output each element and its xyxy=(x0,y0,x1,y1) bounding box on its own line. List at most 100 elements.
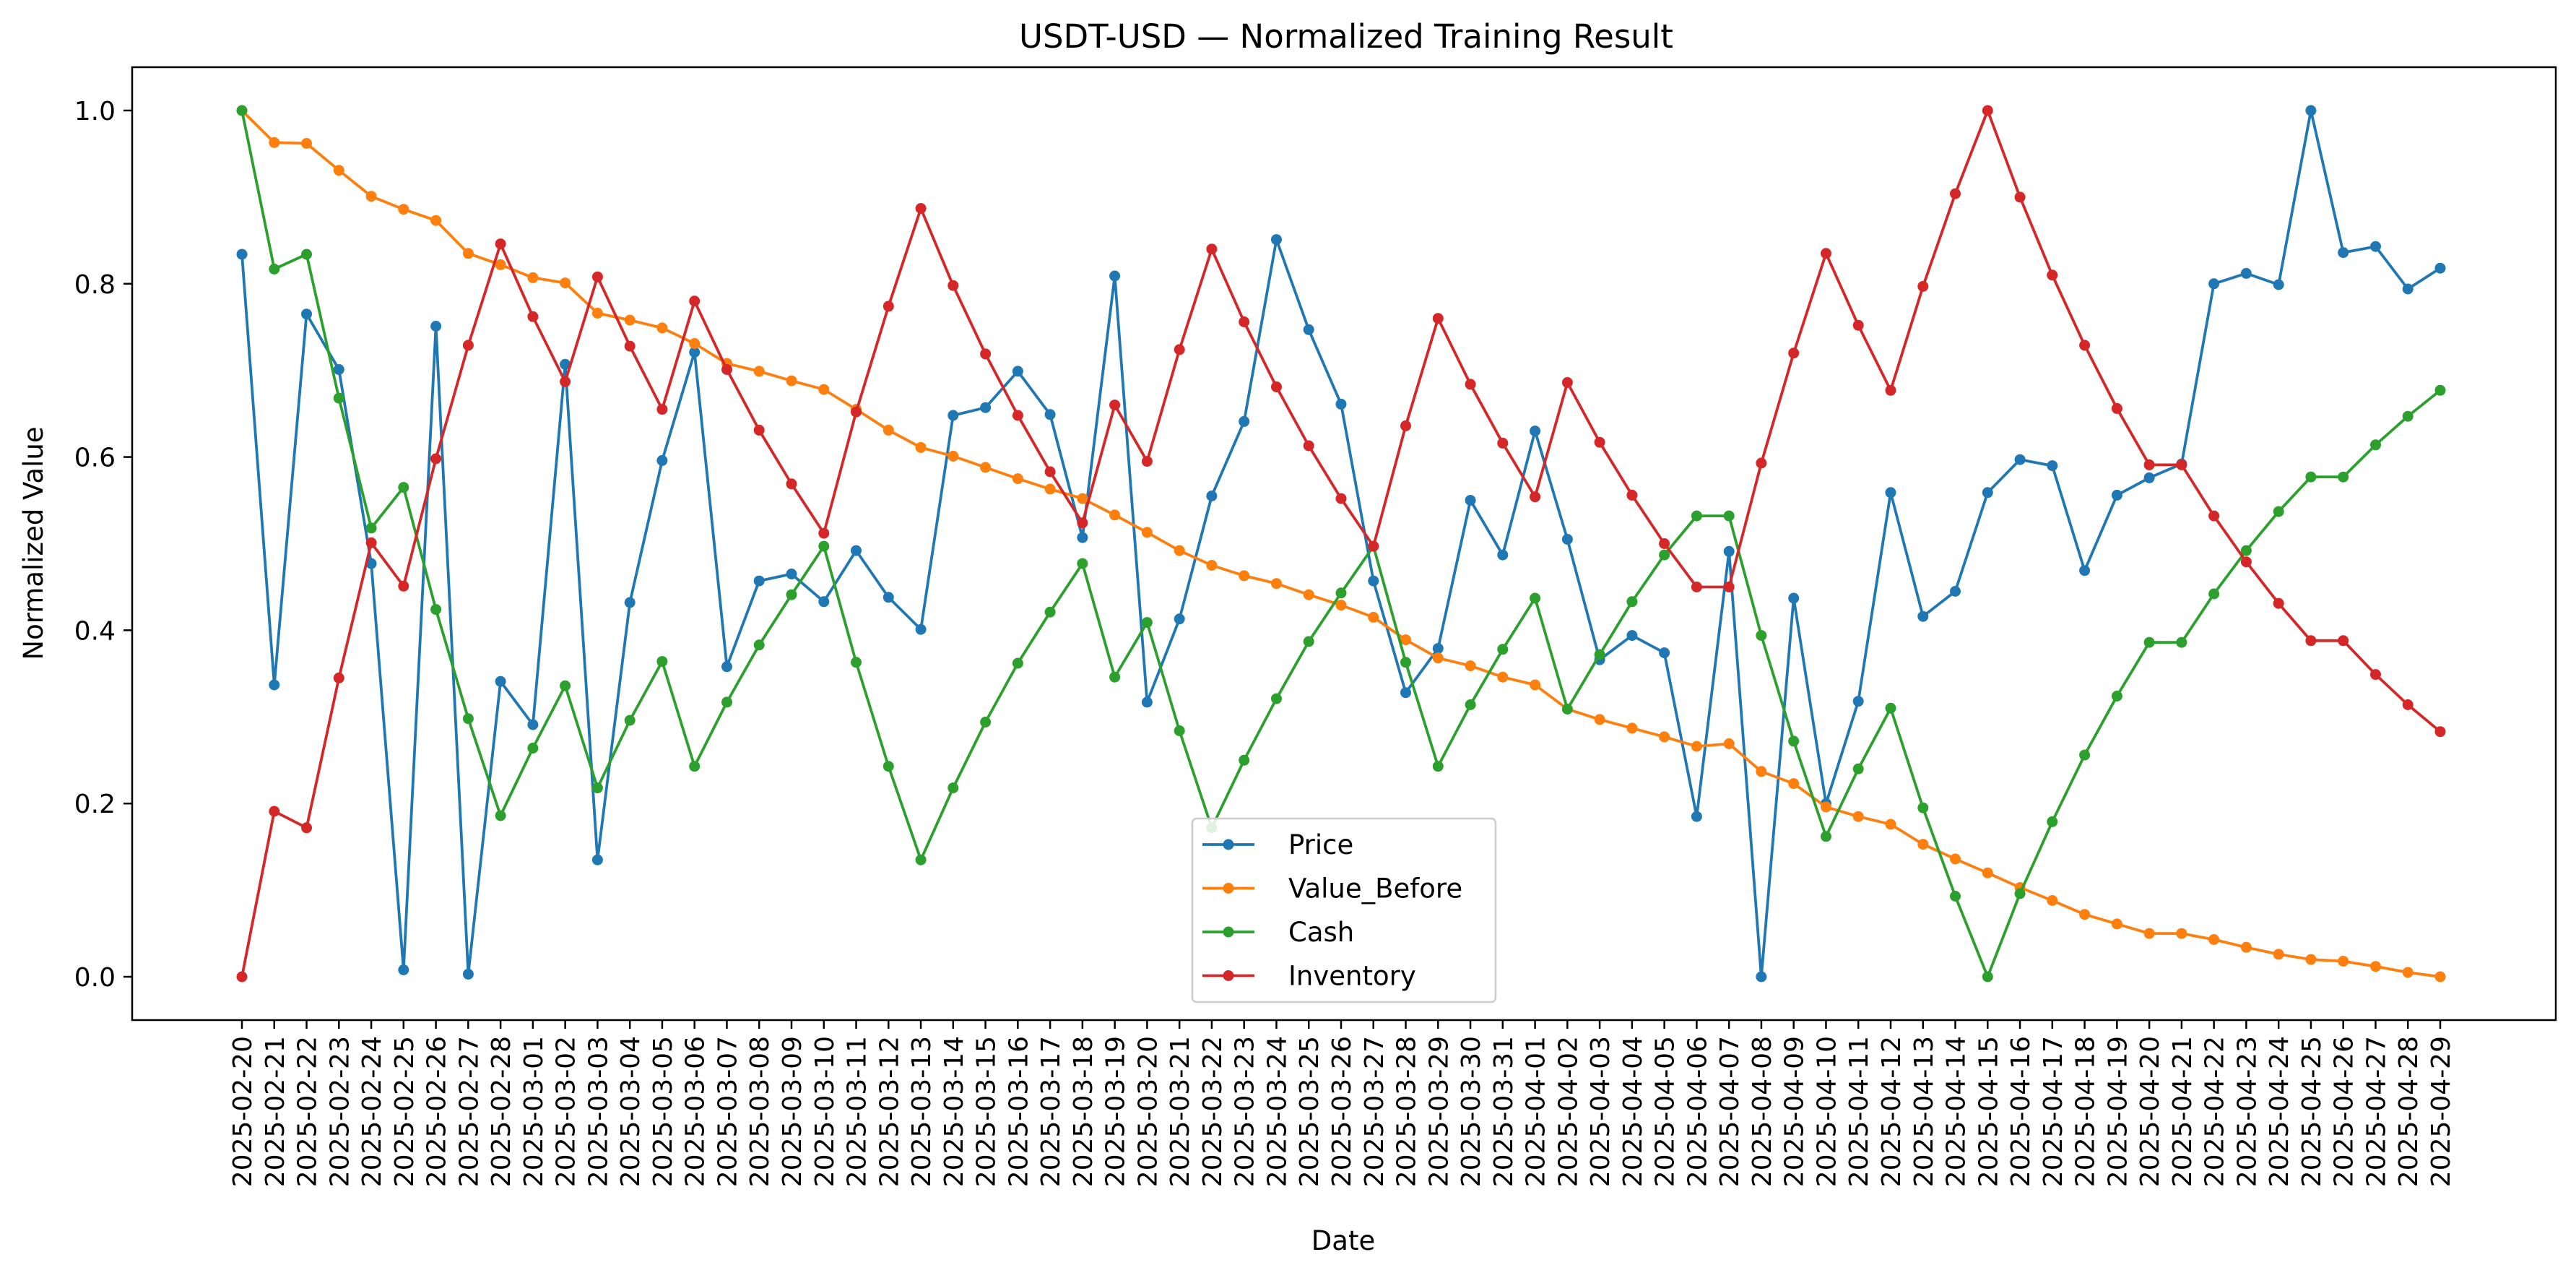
data-point xyxy=(527,743,539,754)
x-tick-label: 2025-02-28 xyxy=(487,1036,516,1187)
x-tick-label: 2025-03-11 xyxy=(843,1036,872,1187)
x-tick-label: 2025-03-20 xyxy=(1133,1036,1163,1187)
data-point xyxy=(1109,509,1121,521)
data-point xyxy=(1206,491,1218,501)
data-point xyxy=(1271,693,1282,704)
data-point xyxy=(1723,582,1735,592)
data-point xyxy=(1465,379,1476,390)
data-point xyxy=(947,280,959,291)
data-point xyxy=(1530,426,1541,437)
data-point xyxy=(2208,934,2220,945)
data-point xyxy=(1691,510,1702,522)
data-point xyxy=(818,527,830,539)
data-point xyxy=(818,540,830,552)
data-point xyxy=(2273,506,2284,517)
x-tick-label: 2025-04-11 xyxy=(1844,1036,1874,1187)
data-point xyxy=(1756,971,1767,983)
data-point xyxy=(1917,280,1929,292)
x-tick-label: 2025-03-21 xyxy=(1166,1036,1195,1187)
x-tick-label: 2025-03-27 xyxy=(1360,1036,1389,1187)
data-point xyxy=(1012,657,1023,669)
data-point xyxy=(1885,819,1896,830)
data-point xyxy=(2047,816,2058,827)
data-point xyxy=(1303,636,1314,647)
x-tick-label: 2025-04-21 xyxy=(2168,1036,2198,1187)
legend-swatch-marker xyxy=(1223,839,1234,850)
data-point xyxy=(2370,669,2381,681)
data-point xyxy=(2305,635,2317,647)
data-point xyxy=(915,203,927,214)
data-point xyxy=(1239,316,1250,327)
y-tick-label: 0.0 xyxy=(74,963,116,993)
data-point xyxy=(1691,582,1702,592)
series-cash xyxy=(236,105,2446,983)
data-point xyxy=(1723,510,1735,522)
data-point xyxy=(560,376,571,387)
data-point xyxy=(1950,891,1961,902)
x-tick-label: 2025-03-29 xyxy=(1424,1036,1454,1187)
data-point xyxy=(1885,384,1896,396)
data-point xyxy=(2208,278,2220,290)
x-tick-label: 2025-03-17 xyxy=(1036,1036,1066,1187)
data-point xyxy=(269,806,280,817)
data-point xyxy=(1141,617,1153,629)
data-point xyxy=(1950,853,1961,865)
data-point xyxy=(1626,630,1638,642)
data-point xyxy=(430,215,442,226)
data-point xyxy=(269,679,280,691)
data-point xyxy=(1174,545,1185,556)
x-tick-label: 2025-04-06 xyxy=(1683,1036,1712,1187)
data-point xyxy=(365,537,377,548)
data-point xyxy=(1077,517,1088,529)
x-tick-label: 2025-04-29 xyxy=(2427,1036,2456,1187)
x-tick-label: 2025-02-20 xyxy=(228,1036,258,1187)
legend: Price Value_Before Cash Inventory xyxy=(1191,817,1497,1003)
data-point xyxy=(818,384,830,395)
data-point xyxy=(301,249,312,260)
data-point xyxy=(2338,247,2349,259)
data-point xyxy=(462,713,474,725)
data-point xyxy=(560,358,571,370)
data-point xyxy=(1497,549,1509,561)
data-point xyxy=(2434,971,2446,983)
data-point xyxy=(753,366,765,377)
x-tick-label: 2025-03-10 xyxy=(810,1036,840,1187)
data-point xyxy=(1497,671,1509,683)
data-point xyxy=(1788,778,1800,790)
data-point xyxy=(980,462,992,473)
data-point xyxy=(1821,248,1831,259)
data-point xyxy=(624,340,636,352)
data-point xyxy=(1788,592,1800,604)
data-point xyxy=(1303,324,1314,335)
legend-box xyxy=(1191,817,1497,1003)
x-tick-label: 2025-02-21 xyxy=(261,1036,290,1187)
data-point xyxy=(2370,439,2381,451)
data-point xyxy=(1885,702,1896,714)
x-tick-label: 2025-03-02 xyxy=(552,1036,581,1187)
data-point xyxy=(1368,575,1379,587)
data-point xyxy=(1885,487,1896,498)
data-point xyxy=(1271,234,1282,246)
x-tick-label: 2025-04-01 xyxy=(1522,1036,1551,1187)
x-tick-label: 2025-03-03 xyxy=(584,1036,613,1187)
data-point xyxy=(818,596,830,608)
data-point xyxy=(430,321,442,332)
data-point xyxy=(2402,283,2414,295)
data-point xyxy=(2402,410,2414,422)
data-point xyxy=(882,301,894,312)
data-point xyxy=(333,165,344,176)
data-point xyxy=(2370,241,2381,252)
data-point xyxy=(2273,279,2284,290)
data-point xyxy=(2240,941,2252,953)
series-value-before xyxy=(236,105,2446,983)
data-point xyxy=(1335,587,1347,599)
x-tick-label: 2025-02-26 xyxy=(422,1036,452,1187)
x-tick-label: 2025-04-15 xyxy=(1974,1036,2003,1187)
data-point xyxy=(656,404,668,415)
data-point xyxy=(1335,600,1347,611)
series-inventory xyxy=(236,105,2446,983)
data-point xyxy=(882,592,894,603)
legend-label: Price xyxy=(1288,829,1353,860)
data-point xyxy=(527,311,539,322)
